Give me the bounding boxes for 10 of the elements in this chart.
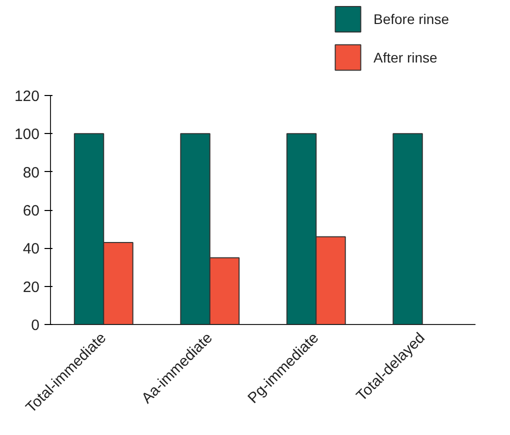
y-tick-label: 120: [14, 88, 40, 105]
y-tick-label: 20: [22, 278, 40, 296]
y-tick-label: 0: [31, 317, 40, 334]
y-tick-label: 80: [22, 164, 40, 182]
y-tick-label: 40: [22, 240, 40, 258]
y-tick-label: 100: [14, 126, 40, 144]
bar: [392, 133, 423, 324]
legend-label: Before rinse: [374, 11, 450, 28]
y-tick-label: 60: [22, 202, 40, 220]
legend-label: After rinse: [374, 49, 438, 66]
